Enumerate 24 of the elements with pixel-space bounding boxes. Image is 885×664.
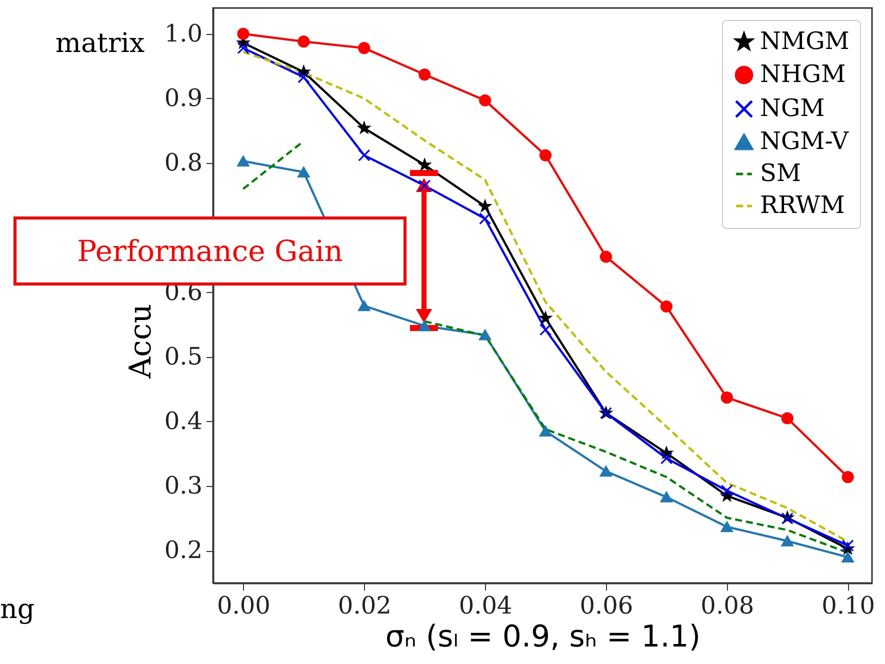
legend-label: RRWM [760, 191, 845, 219]
x-tick-label: 0.06 [580, 592, 634, 620]
text: matrix [55, 28, 145, 59]
y-tick-label: 0.9 [164, 84, 202, 112]
legend-label: NMGM [760, 27, 850, 55]
text: ng [0, 594, 35, 625]
x-tick-label: 0.00 [217, 592, 270, 620]
legend-label: NHGM [760, 60, 846, 88]
legend-label: SM [760, 159, 802, 187]
x-tick-label: 0.08 [700, 592, 754, 620]
y-tick-label: 0.8 [164, 148, 202, 177]
y-tick-label: 0.5 [164, 342, 202, 370]
x-tick-label: 0.10 [822, 592, 876, 620]
x-tick-label: 0.04 [458, 592, 512, 620]
y-tick-label: 0.4 [164, 406, 202, 435]
y-tick-label: 0.2 [164, 536, 202, 564]
legend-label: NGM-V [760, 127, 850, 155]
legend-label: NGM [760, 94, 825, 122]
x-tick-label: 0.02 [338, 592, 392, 620]
y-axis-title: Accu [123, 304, 158, 380]
y-tick-label: 1.0 [164, 19, 202, 48]
x-axis-title: σₙ (sₗ = 0.9, sₕ = 1.1) [385, 620, 701, 654]
annotation: Performance Gain [77, 234, 343, 268]
y-tick-label: 0.3 [164, 472, 202, 500]
